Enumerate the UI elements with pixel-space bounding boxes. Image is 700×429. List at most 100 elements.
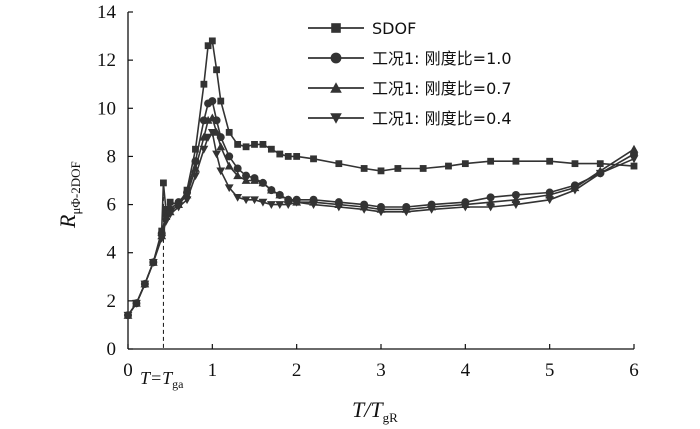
series-2-point-36 [629,144,639,153]
series-1-point-32 [511,190,520,199]
y-tick-label-2: 4 [107,243,117,264]
series-2-point-14 [216,142,226,151]
series-3-point-14 [216,167,226,176]
y-tick-label-7: 14 [97,2,117,23]
series-1-point-16 [233,164,242,173]
series-line-3 [127,130,635,316]
series-2-point-21 [275,190,285,199]
x-axis-title: T/TgR [352,397,398,425]
series-3-point-18 [250,196,259,205]
legend-label-0: SDOF [372,19,416,38]
series-0-point-23 [284,153,292,160]
series-0-point-18 [242,143,250,151]
series-3-point-30 [460,203,470,212]
y-tick-label-4: 8 [107,146,117,167]
series-3 [123,128,639,320]
series-0-point-28 [377,167,385,175]
series-layer [123,37,639,320]
y-axis-title-main: R [55,214,80,229]
series-3-point-24 [309,201,318,209]
series-1-point-31 [486,193,495,202]
series-3-point-6 [165,210,175,219]
annotation: T=Tga [140,182,184,391]
series-0-point-24 [293,153,301,160]
series-3-point-25 [334,203,344,212]
y-axis-title: RμΦ-2DOF [55,161,83,229]
series-3-point-36 [629,155,639,164]
series-3-point-0 [123,311,133,320]
series-0-point-26 [335,160,343,168]
x-tick-label-2: 2 [292,360,302,381]
y-tick-label-6: 12 [97,50,116,71]
series-3-point-2 [140,280,150,289]
series-0-point-7 [166,198,174,206]
y-tick-label-3: 6 [107,195,117,216]
series-3-point-31 [486,203,496,212]
series-2-point-19 [258,178,268,187]
series-0-point-20 [259,140,267,148]
series-2-point-10 [199,132,209,141]
series-3-point-33 [545,196,555,205]
series-3-point-12 [207,128,217,137]
series-0-point-38 [630,162,638,170]
series-0-point-14 [213,66,220,74]
legend-label-2: 工况1: 刚度比=0.7 [372,79,512,98]
legend-marker-0 [331,23,341,33]
series-3-point-29 [427,205,436,214]
series-3-point-22 [283,201,293,209]
series-3-point-19 [258,198,268,207]
legend-marker-2 [330,82,342,93]
series-0-point-16 [225,128,233,136]
series-0-point-37 [596,160,604,168]
x-tick-label-4: 4 [461,360,471,381]
legend-marker-3 [330,113,342,124]
series-0-point-10 [192,145,199,153]
series-0-point-30 [419,165,427,172]
series-2-point-20 [266,185,276,194]
series-3-point-26 [359,205,369,214]
series-0-point-21 [267,145,275,153]
series-3-point-13 [212,150,221,159]
series-3-point-1 [132,299,141,308]
series-3-point-10 [199,145,209,154]
series-0-point-29 [394,165,402,172]
series-3-point-16 [233,193,243,202]
y-tick-label-0: 0 [107,339,117,360]
series-0-point-5 [160,179,167,187]
series-3-point-17 [241,196,251,205]
x-tick-label-0: 0 [123,360,133,381]
y-axis-title-sub: μΦ-2DOF [68,161,83,214]
x-axis-title-main: T/T [352,397,384,422]
series-3-point-35 [595,169,605,178]
annotation-label-sub: ga [172,377,184,391]
series-0-point-12 [204,42,212,50]
legend: SDOF 工况1: 刚度比=1.0 工况1: 刚度比=0.7 工况1: 刚度比=0.4 [308,19,512,128]
series-0-point-35 [546,157,554,165]
series-3-point-15 [224,184,234,193]
series-0-point-25 [310,155,317,163]
series-2-point-17 [241,176,251,184]
legend-label-3: 工况1: 刚度比=0.4 [372,109,512,128]
series-2-point-18 [250,176,259,184]
x-tick-label-6: 6 [629,360,639,381]
x-axis-title-sub: gR [383,410,399,425]
x-tick-label-3: 3 [376,360,386,381]
series-3-point-5 [161,218,171,226]
series-1-point-15 [225,152,234,161]
x-tick-label-1: 1 [208,360,218,381]
series-3-point-28 [401,208,411,217]
y-tick-label-5: 10 [97,98,116,119]
series-3-point-20 [266,201,276,209]
series-0-point-32 [461,160,469,168]
series-1-point-12 [208,97,217,106]
series-3-point-3 [148,258,158,267]
series-0-point-22 [276,150,284,158]
series-3-point-34 [570,186,580,195]
x-tick-label-5: 5 [545,360,555,381]
series-0-point-15 [217,97,225,105]
series-3-point-32 [511,201,521,209]
series-3-point-11 [203,133,213,142]
legend-label-1: 工况1: 刚度比=1.0 [372,49,512,68]
